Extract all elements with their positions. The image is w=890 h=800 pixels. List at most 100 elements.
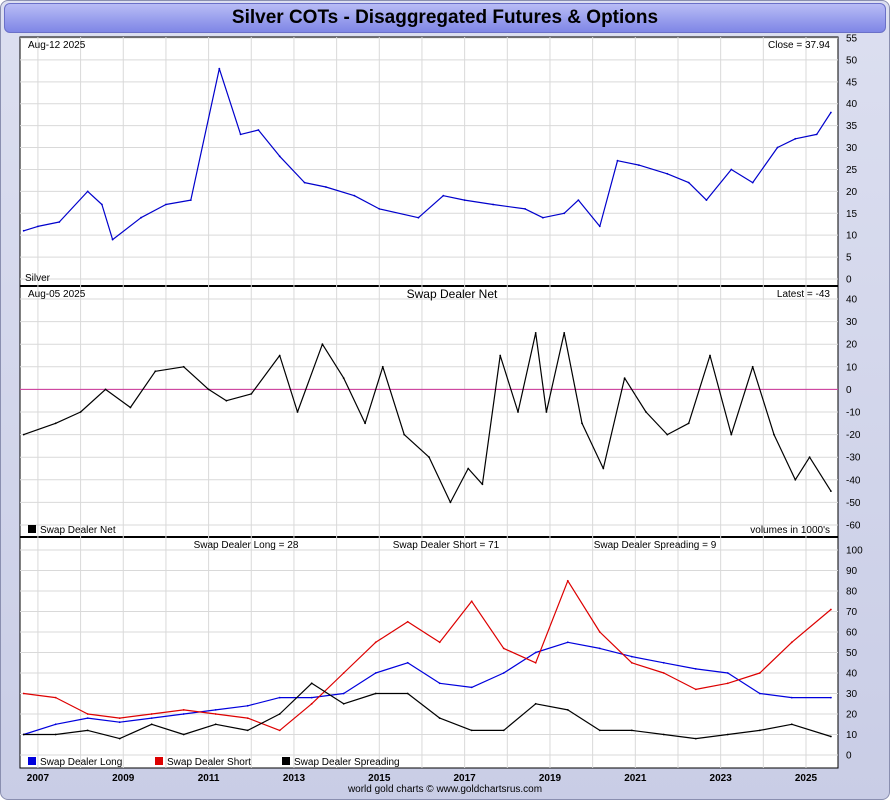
y-tick-label: 10 [846, 231, 858, 242]
silver-price-point [751, 181, 754, 184]
swap-spreading-point [150, 723, 153, 726]
swap-net-point [278, 354, 281, 357]
y-tick-label: 45 [846, 77, 858, 88]
long-legend-swatch [28, 757, 36, 765]
swap-short-point [470, 600, 473, 603]
swap-net-point [296, 411, 299, 413]
silver-price-point [492, 203, 494, 206]
price-series-label: Silver [25, 273, 51, 284]
y-tick-label: 0 [846, 275, 852, 286]
swap-net-point [481, 483, 484, 486]
y-tick-label: -10 [846, 408, 861, 419]
silver-price-point [101, 203, 103, 206]
swap-long-point [566, 641, 569, 644]
swap-long-point [758, 692, 761, 695]
y-tick-label: 15 [846, 209, 858, 220]
silver-price-point [563, 212, 566, 215]
y-tick-label: 10 [846, 730, 858, 741]
x-tick-label: 2019 [539, 773, 562, 784]
swap-net-point [428, 456, 430, 459]
silver-price-point [598, 225, 601, 228]
silver-price-point [542, 216, 544, 219]
swap-long-point [726, 672, 729, 674]
y-tick-label: 0 [846, 751, 852, 762]
swap-net-point [730, 433, 733, 436]
price-panel [19, 36, 839, 287]
swap-net-point [545, 411, 548, 413]
swap-long-point [150, 717, 153, 719]
swap-long-point [502, 672, 505, 674]
silver-price-point [86, 190, 89, 193]
swap-short-point [830, 608, 832, 611]
price-date-label: Aug-12 2025 [28, 40, 86, 51]
swap-spreading-point [278, 713, 281, 715]
silver-price-point [442, 194, 445, 197]
y-tick-label: 80 [846, 587, 858, 598]
y-tick-label: 40 [846, 295, 858, 306]
y-tick-label: 60 [846, 628, 858, 639]
silver-price-point [794, 137, 797, 140]
swap-net-point [808, 456, 811, 459]
swap-net-point [250, 393, 253, 395]
swap-spreading-point [758, 729, 761, 732]
swap-spreading-point [726, 733, 729, 736]
swap-spreading-point [406, 692, 409, 695]
swap-net-point [207, 388, 210, 391]
swap-spreading-point [598, 729, 601, 732]
swap-short-point [598, 631, 601, 633]
silver-price-point [37, 225, 39, 228]
swap-spreading-point [830, 735, 832, 738]
silver-price-point [577, 199, 580, 202]
spreading-legend-label: Swap Dealer Spreading [294, 757, 400, 768]
silver-price-point [463, 199, 466, 202]
swap-spreading-point [118, 737, 121, 740]
swap-long-point [86, 717, 89, 719]
silver-price-point [524, 208, 526, 210]
swap-spreading-point [790, 723, 793, 726]
silver-price-point [353, 194, 356, 197]
swap-long-point [662, 661, 665, 664]
x-tick-label: 2013 [283, 773, 306, 784]
swap-short-point [342, 672, 345, 674]
short-header-label: Swap Dealer Short = 71 [393, 540, 500, 551]
x-tick-label: 2025 [795, 773, 818, 784]
swap-net-point [645, 411, 647, 413]
swap-short-point [214, 713, 217, 715]
swap-short-point [502, 647, 505, 650]
swap-long-point [342, 692, 345, 695]
swap-spreading-line [23, 682, 832, 740]
swap-net-point [563, 332, 566, 334]
silver-price-point [140, 216, 142, 219]
swap-spreading-point [22, 733, 25, 736]
y-tick-label: 55 [846, 34, 858, 45]
swap-long-point [182, 713, 185, 715]
swap-short-point [438, 641, 441, 644]
swap-spreading-point [374, 692, 377, 695]
silver-price-point [218, 67, 221, 70]
y-tick-label: 5 [846, 253, 852, 264]
y-tick-label: 90 [846, 566, 858, 577]
y-tick-label: 50 [846, 55, 858, 66]
swap-short-point [758, 672, 761, 674]
swap-spreading-point [566, 709, 569, 711]
swap-long-point [310, 696, 313, 699]
swap-long-point [630, 655, 633, 658]
silver-price-point [22, 229, 25, 232]
chart-title: Silver COTs - Disaggregated Futures & Op… [4, 3, 886, 33]
swap-short-point [726, 682, 729, 685]
swap-net-point [830, 490, 832, 492]
price-close-label: Close = 37.94 [768, 40, 830, 51]
swap-net-point [321, 343, 324, 346]
swap-short-point [694, 688, 697, 691]
silver-price-point [830, 111, 832, 114]
swap-net-point [182, 365, 185, 368]
swap-spreading-point [438, 717, 441, 719]
swap-short-point [182, 709, 185, 711]
swap-net-point [79, 411, 82, 413]
swap-net-point [342, 377, 345, 379]
silver-price-point [687, 181, 690, 184]
swap-long-point [830, 696, 832, 699]
swap-spreading-point [342, 702, 345, 705]
y-tick-label: 20 [846, 710, 858, 721]
swap-short-point [630, 661, 633, 664]
